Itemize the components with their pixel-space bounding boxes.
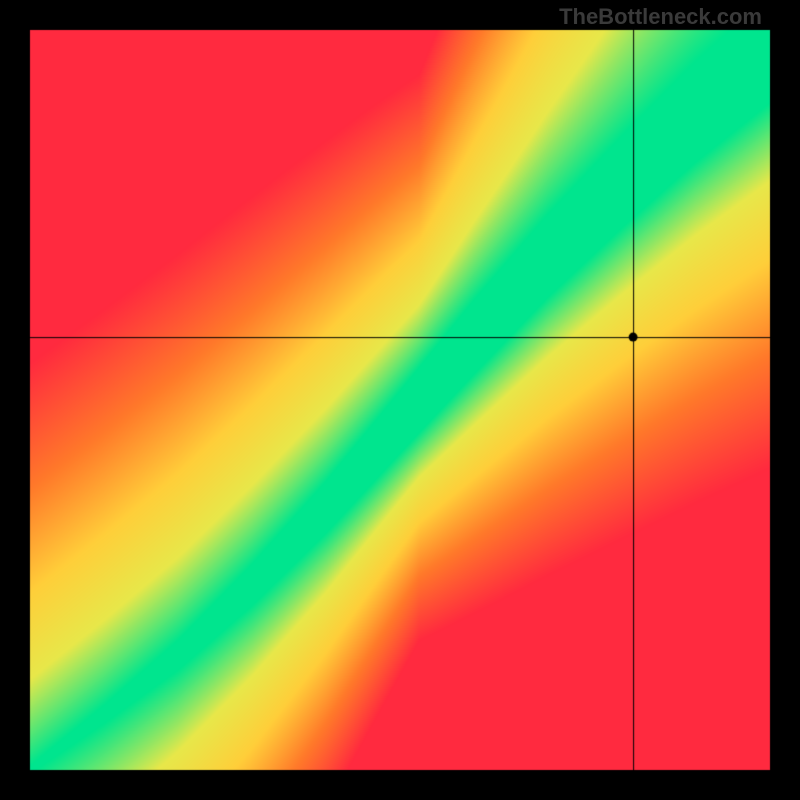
bottleneck-heatmap [0, 0, 800, 800]
chart-container: TheBottleneck.com [0, 0, 800, 800]
watermark-text: TheBottleneck.com [559, 4, 762, 30]
